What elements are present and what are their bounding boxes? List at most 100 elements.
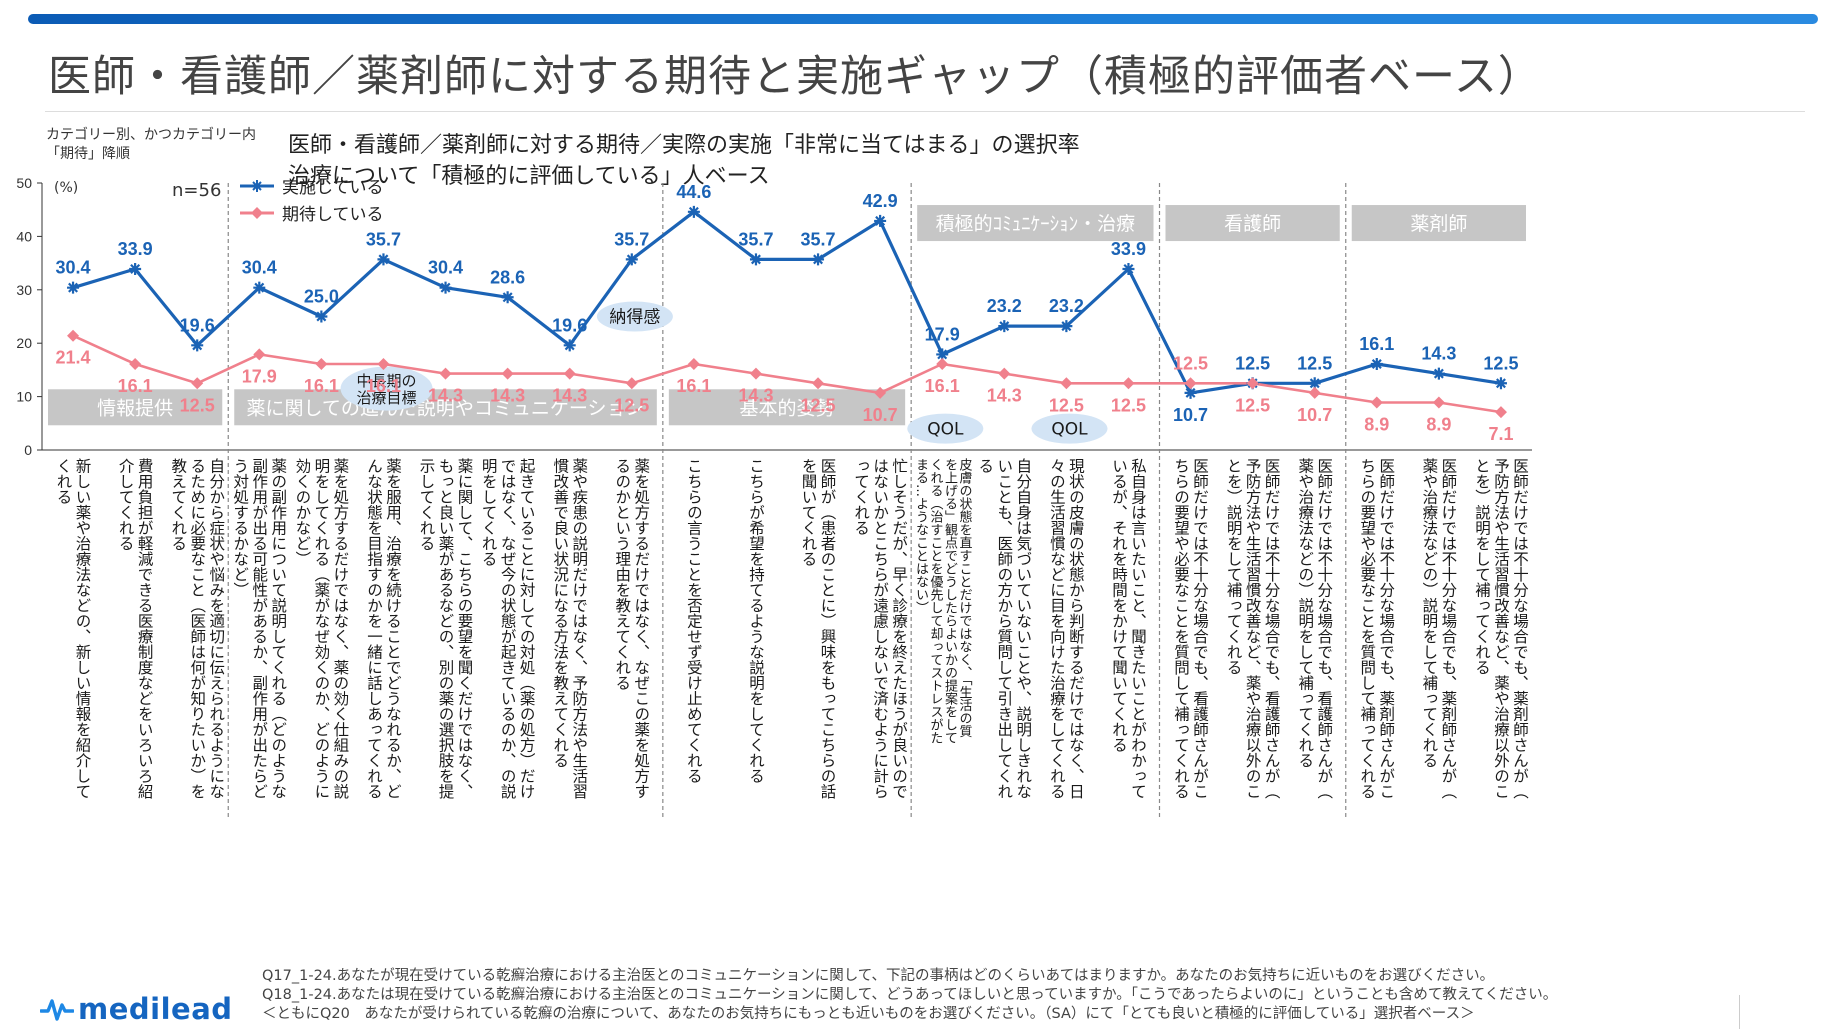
category-label: 予防方法や生活習慣改善など、薬や治療以外のこ [1244, 458, 1262, 799]
legend-label: 実施している [282, 178, 384, 198]
jisshi-data-label: 35.7 [801, 229, 836, 249]
jisshi-point [1060, 320, 1073, 333]
kitai-data-label: 12.5 [1111, 395, 1146, 415]
category-header-box [234, 389, 657, 426]
page-title: 医師・看護師／薬剤師に対する期待と実施ギャップ（積極的評価者ベース） [48, 52, 1542, 102]
category-label: う対処するかなど） [231, 458, 249, 598]
kitai-point [1060, 377, 1073, 390]
category-label: 皮膚の状態を直すことだけではなく、「生活の質 [956, 458, 972, 739]
jisshi-point [812, 253, 825, 266]
category-label: 慣改善で良い状況になる方法を教えてくれる [551, 458, 569, 768]
kitai-data-label: 16.1 [676, 376, 711, 396]
category-label: 忙しそうだが、早く診療を終えたほうが良いので [890, 458, 908, 799]
y-tick-label: 30 [16, 282, 32, 298]
category-header-label: 薬剤師 [1410, 213, 1467, 235]
kitai-data-label: 14.3 [987, 386, 1022, 406]
kitai-point [998, 367, 1011, 380]
category-label: ちらの要望や必要なことを質問して補ってくれる [1172, 458, 1190, 799]
kitai-data-label: 12.5 [614, 395, 649, 415]
annotation-label: 治療目標 [357, 389, 417, 407]
category-label: 薬に関して、こちらの要望を聞くだけではなく、 [456, 458, 474, 799]
category-label: 薬を処方するだけではなく、薬の効く仕組みの説 [331, 458, 349, 801]
kitai-data-label: 21.4 [56, 348, 91, 368]
jisshi-point [874, 214, 887, 227]
category-label: 医師だけでは不十分な場合でも、看護師さんがこ [1191, 458, 1209, 799]
kitai-point [1122, 377, 1135, 390]
category-label: 医師だけでは不十分な場合でも、看護師さんが（ [1263, 458, 1281, 799]
unit-label: (%) [54, 180, 79, 196]
category-label: ではなく、なぜ今の状態が起きているのか、の説 [499, 458, 517, 800]
category-label: 自分から症状や悩みを適切に伝えられるようにな [207, 458, 225, 800]
jisshi-point [1494, 377, 1507, 390]
category-label: いことも、医師の方から質問して引き出してくれ [995, 458, 1013, 799]
kitai-point [625, 377, 638, 390]
jisshi-data-label: 17.9 [925, 324, 960, 344]
annotation-bubble [596, 301, 673, 332]
jisshi-point [563, 339, 576, 352]
kitai-line [72, 334, 1502, 414]
jisshi-point [501, 291, 514, 304]
annotation-label: QOL [1051, 420, 1088, 440]
kitai-data-label: 16.1 [304, 376, 339, 396]
category-label: 新しい薬や治療法などの、新しい情報を紹介して [74, 458, 92, 799]
kitai-point [501, 367, 514, 380]
survey-footnote: Q17_1-24.あなたが現在受けている乾癬治療における主治医とのコミュニケーシ… [262, 967, 1557, 1024]
category-label: 薬や疾患の説明だけではなく、予防方法や生活習 [570, 458, 588, 800]
jisshi-point [998, 320, 1011, 333]
jisshi-point [377, 253, 390, 266]
category-label: 教えてくれる [169, 458, 187, 551]
sample-size: n=56 [172, 180, 222, 201]
category-label: 効くのかなど） [293, 458, 311, 567]
jisshi-point [749, 253, 762, 266]
kitai-point [1432, 396, 1445, 409]
kitai-data-label: 12.5 [1235, 395, 1270, 415]
kitai-data-label: 8.9 [1364, 414, 1389, 434]
pulse-icon [40, 999, 74, 1021]
sort-note: カテゴリー別、かつカテゴリー内 「期待」降順 [46, 126, 256, 164]
category-label: 医師だけでは不十分な場合でも、薬剤師さんがこ [1377, 458, 1395, 799]
category-label: 薬を処方するだけではなく、なぜこの薬を処方す [632, 458, 650, 800]
kitai-point [749, 367, 762, 380]
annotation-bubble [340, 366, 433, 411]
category-header-box [917, 205, 1154, 242]
kitai-point [563, 367, 576, 380]
medilead-logo: medilead [40, 992, 233, 1026]
category-label: を聞いてくれる [800, 458, 818, 567]
category-label: ちらの要望や必要なことを質問して補ってくれる [1358, 458, 1376, 799]
jisshi-point [129, 262, 142, 275]
y-tick-label: 50 [16, 175, 32, 191]
kitai-data-label: 12.5 [801, 395, 836, 415]
category-label: いるが、それを時間をかけて聞いてくれる [1110, 458, 1128, 753]
category-label: るために必要なこと（医師は何が知りたいか）を [188, 458, 206, 799]
category-label: 私自身は言いたいこと、聞きたいことがわかって [1129, 458, 1147, 799]
category-label: 示してくれる [418, 458, 436, 551]
jisshi-data-label: 33.9 [1111, 239, 1146, 259]
jisshi-data-label: 44.6 [676, 182, 711, 202]
category-label: こちらの言うことを否定せず受け止めてくれる [685, 458, 703, 784]
category-label: とを）説明をして補ってくれる [1225, 458, 1243, 675]
category-label: 明をしてくれる [480, 458, 498, 567]
kitai-data-label: 16.1 [925, 376, 960, 396]
category-label: まる…ようなことはない） [913, 458, 929, 614]
category-label: んな状態を目指すのかを一緒に話しあってくれる [365, 458, 383, 799]
jisshi-point [1122, 262, 1135, 275]
kitai-data-label: 16.1 [118, 376, 153, 396]
kitai-point [67, 329, 80, 342]
jisshi-data-label: 12.5 [1235, 353, 1270, 373]
annotation-label: 中長期の [357, 372, 417, 390]
category-header-label: 薬に関しての進んだ説明やコミュニケーション [247, 397, 645, 419]
category-label: 医師だけでは不十分な場合でも、薬剤師さんが（ [1439, 458, 1457, 799]
chart-subtitle-line: 医師・看護師／薬剤師に対する期待／実際の実施「非常に当てはまる」の選択率 [288, 133, 1080, 158]
jisshi-data-label: 19.6 [180, 315, 215, 335]
category-header-label: 情報提供 [97, 397, 173, 419]
kitai-point [1246, 377, 1259, 390]
category-header-box [668, 389, 906, 426]
footnote-line: Q17_1-24.あなたが現在受けている乾癬治療における主治医とのコミュニケーシ… [262, 968, 1495, 984]
category-label: ってくれる [852, 458, 870, 536]
jisshi-data-label: 28.6 [490, 267, 525, 287]
kitai-data-label: 7.1 [1488, 424, 1513, 444]
category-label: 自分自身は気づいていないことや、説明しきれな [1014, 458, 1032, 800]
category-label: はないかとこちらが遠慮しないで済むように計ら [871, 458, 889, 799]
jisshi-point [687, 205, 700, 218]
category-label: を上げる」観点でどうしたらよいかの提案をして [942, 458, 958, 744]
